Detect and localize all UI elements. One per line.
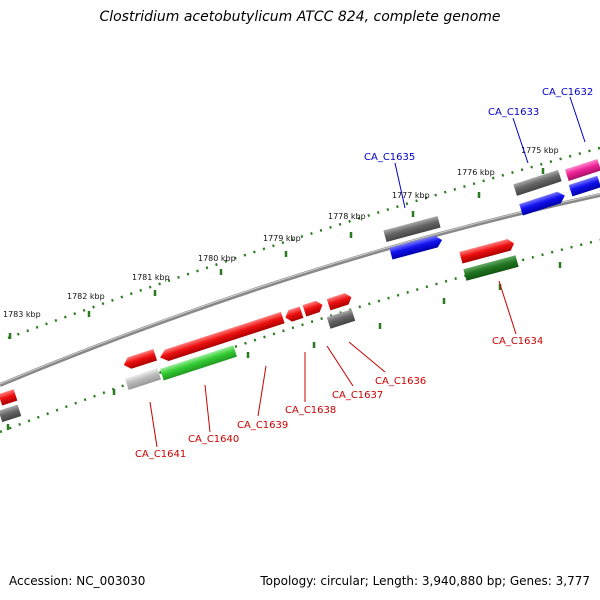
kbp-label: 1779 kbp [263,234,301,243]
accession-text: Accession: NC_003030 [9,574,146,588]
upper-tick-track [7,146,600,340]
gene-arrow-green[interactable] [160,345,237,381]
kbp-label: 1780 kbp [198,254,236,263]
gene-arrow-grey[interactable] [0,404,22,423]
genome-backbone-highlight [0,193,600,385]
kbp-label: 1783 kbp [3,310,41,319]
leader-lines-blue [394,96,586,209]
gene-arrow-magenta[interactable] [564,159,600,181]
kbp-label: 1781 kbp [132,273,170,282]
gene-arrow-blue[interactable] [568,175,600,197]
gene-arrow-blue[interactable] [389,234,443,260]
gene-arrow-red[interactable] [284,306,304,324]
gene-arrow-lightgrey[interactable] [124,368,162,390]
gene-label[interactable]: CA_C1632 [542,87,593,98]
map-title: Clostridium acetobutylicum ATCC 824, com… [99,9,501,25]
kbp-label: 1778 kbp [328,212,366,221]
gene-arrow-blue[interactable] [519,190,566,216]
gene-arrow-darkgreen[interactable] [463,255,519,281]
lower-tick-track [0,238,600,434]
gene-arrow-red[interactable] [326,292,354,311]
gene-arrow-red[interactable] [158,311,285,363]
gene-label[interactable]: CA_C1641 [135,449,186,460]
gene-arrow-grey[interactable] [326,309,356,329]
kbp-label: 1777 kbp [392,191,430,200]
gene-arrow-red[interactable] [302,299,325,317]
gene-label[interactable]: CA_C1639 [237,420,288,431]
gene-label[interactable]: CA_C1634 [492,336,543,347]
gene-label[interactable]: CA_C1638 [285,405,336,416]
genome-backbone [0,193,600,387]
gene-label[interactable]: CA_C1633 [488,107,539,118]
gene-arrow-grey[interactable] [513,169,562,196]
gene-label[interactable]: CA_C1635 [364,152,415,163]
gene-arrow-red[interactable] [0,389,18,406]
gene-arrow-red[interactable] [459,238,515,264]
kbp-label: 1775 kbp [521,146,559,155]
leader-lines-red [149,280,517,448]
lower-major-ticks [6,262,562,430]
gene-arrow-red[interactable] [122,349,158,371]
kbp-label: 1782 kbp [67,292,105,301]
gene-arrow-grey[interactable] [383,215,441,243]
gene-label[interactable]: CA_C1637 [332,390,383,401]
kbp-label: 1776 kbp [457,168,495,177]
topology-text: Topology: circular; Length: 3,940,880 bp… [260,574,590,588]
gene-label[interactable]: CA_C1636 [375,376,426,387]
gene-label[interactable]: CA_C1640 [188,434,239,445]
upper-major-ticks [8,168,545,339]
